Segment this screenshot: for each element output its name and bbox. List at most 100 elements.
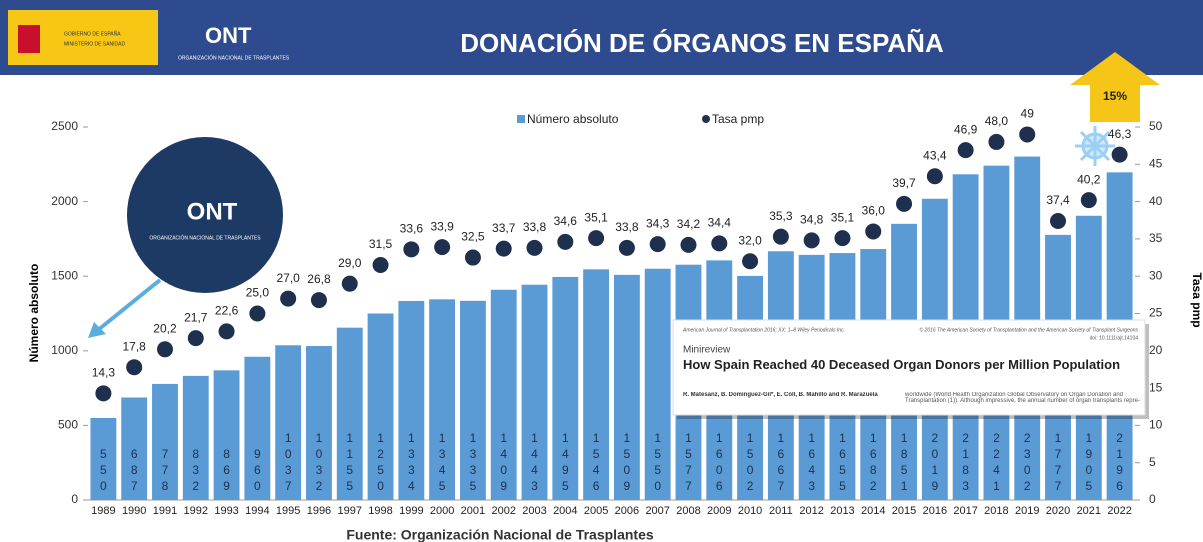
dot-value-label: 35,1 bbox=[584, 210, 608, 224]
x-tick-label: 1998 bbox=[368, 505, 392, 517]
dot-value-label: 17,8 bbox=[123, 339, 147, 353]
y2-tick-label: 20 bbox=[1149, 343, 1163, 357]
dot bbox=[834, 230, 850, 246]
x-tick-label: 1991 bbox=[153, 505, 177, 517]
x-tick-label: 2008 bbox=[676, 505, 700, 517]
dot-value-label: 33,8 bbox=[615, 220, 639, 234]
dot bbox=[619, 240, 635, 256]
dot-value-label: 22,6 bbox=[215, 304, 239, 318]
x-tick-label: 1995 bbox=[276, 505, 300, 517]
virus-icon bbox=[1075, 126, 1115, 166]
x-tick-label: 1999 bbox=[399, 505, 423, 517]
dot bbox=[527, 240, 543, 256]
dot bbox=[927, 168, 943, 184]
x-tick-label: 1993 bbox=[214, 505, 238, 517]
dot-value-label: 33,9 bbox=[430, 219, 454, 233]
dot bbox=[188, 330, 204, 346]
y2-tick-label: 40 bbox=[1149, 194, 1163, 208]
x-tick-label: 2019 bbox=[1015, 505, 1039, 517]
x-tick-label: 2012 bbox=[799, 505, 823, 517]
coat-of-arms bbox=[18, 25, 40, 53]
badge-sub: ORGANIZACIÓN NACIONAL DE TRASPLANTES bbox=[149, 234, 261, 241]
dot-value-label: 34,8 bbox=[800, 213, 824, 227]
x-tick-label: 2003 bbox=[522, 505, 546, 517]
dot bbox=[373, 257, 389, 273]
dot bbox=[773, 229, 789, 245]
x-tick-label: 2020 bbox=[1046, 505, 1070, 517]
dot bbox=[280, 291, 296, 307]
x-tick-label: 1996 bbox=[307, 505, 331, 517]
y2-tick-label: 35 bbox=[1149, 231, 1163, 245]
y-axis-label: Número absoluto bbox=[27, 264, 41, 363]
x-tick-label: 2022 bbox=[1107, 505, 1131, 517]
x-tick-label: 2004 bbox=[553, 505, 577, 517]
dot bbox=[465, 250, 481, 266]
dot-value-label: 26,8 bbox=[307, 272, 331, 286]
inset-authors: R. Matesanz, B. Domínguez-Gil*, E. Coll,… bbox=[683, 392, 893, 398]
dot bbox=[1112, 147, 1128, 163]
bar-value-label: 960 bbox=[254, 447, 261, 493]
y2-axis-label: Tasa pmp bbox=[1190, 272, 1203, 327]
dot-value-label: 33,6 bbox=[400, 222, 424, 236]
dot-value-label: 34,3 bbox=[646, 216, 670, 230]
dot-value-label: 14,3 bbox=[92, 365, 116, 379]
inset-excerpt: worldwide (World Health Organization Glo… bbox=[905, 392, 1140, 404]
dot bbox=[434, 239, 450, 255]
x-tick-label: 2021 bbox=[1077, 505, 1101, 517]
badge-logo: ONT bbox=[187, 198, 238, 225]
dot-value-label: 27,0 bbox=[276, 271, 300, 285]
dot-value-label: 43,4 bbox=[923, 148, 947, 162]
inset-kind: Minireview bbox=[683, 345, 731, 356]
y2-tick-label: 0 bbox=[1149, 492, 1156, 506]
x-tick-label: 1990 bbox=[122, 505, 146, 517]
dot bbox=[496, 241, 512, 257]
gov-text: MINISTERIO DE SANIDAD bbox=[64, 41, 126, 47]
inset-excerpt-box: worldwide (World Health Organization Glo… bbox=[905, 392, 1140, 412]
paper-inset: American Journal of Transplantation 2016… bbox=[673, 320, 1149, 419]
x-tick-label: 2006 bbox=[615, 505, 639, 517]
gov-text: GOBIERNO DE ESPAÑA bbox=[64, 30, 121, 37]
dot-value-label: 39,7 bbox=[892, 176, 916, 190]
x-tick-label: 1992 bbox=[184, 505, 208, 517]
x-tick-label: 2005 bbox=[584, 505, 608, 517]
dot-value-label: 33,8 bbox=[523, 220, 547, 234]
inset-journal: American Journal of Transplantation 2016… bbox=[682, 327, 845, 333]
dot-value-label: 46,9 bbox=[954, 122, 978, 136]
inset-title-box: How Spain Reached 40 Deceased Organ Dono… bbox=[683, 358, 1123, 392]
y-tick-label: 2000 bbox=[51, 194, 78, 208]
x-tick-label: 1989 bbox=[91, 505, 115, 517]
dot-value-label: 35,1 bbox=[831, 210, 855, 224]
x-tick-label: 2015 bbox=[892, 505, 916, 517]
badge-arrow bbox=[98, 280, 160, 330]
dot bbox=[988, 134, 1004, 150]
x-tick-label: 1997 bbox=[338, 505, 362, 517]
inset-doi: doi: 10.1111/ajt.14104 bbox=[1090, 335, 1139, 341]
legend-swatch bbox=[702, 115, 710, 123]
inset-title: How Spain Reached 40 Deceased Organ Dono… bbox=[683, 358, 1123, 371]
dot bbox=[680, 237, 696, 253]
dot-value-label: 29,0 bbox=[338, 256, 362, 270]
y2-tick-label: 25 bbox=[1149, 306, 1163, 320]
dot bbox=[557, 234, 573, 250]
dot bbox=[865, 223, 881, 239]
dot-value-label: 35,3 bbox=[769, 209, 793, 223]
dot bbox=[249, 306, 265, 322]
x-tick-label: 2000 bbox=[430, 505, 454, 517]
x-tick-label: 1994 bbox=[245, 505, 269, 517]
y-tick-label: 1000 bbox=[51, 343, 78, 357]
dot bbox=[1081, 192, 1097, 208]
source: Fuente: Organización Nacional de Traspla… bbox=[346, 527, 654, 542]
page-title: DONACIÓN DE ÓRGANOS EN ESPAÑA bbox=[460, 28, 944, 58]
x-tick-label: 2018 bbox=[984, 505, 1008, 517]
y2-tick-label: 5 bbox=[1149, 455, 1156, 469]
dot-value-label: 32,5 bbox=[461, 230, 485, 244]
dot bbox=[157, 341, 173, 357]
legend-label: Tasa pmp bbox=[712, 112, 764, 126]
x-tick-label: 2017 bbox=[953, 505, 977, 517]
y-tick-label: 1500 bbox=[51, 268, 78, 282]
x-tick-label: 2001 bbox=[461, 505, 485, 517]
legend-swatch bbox=[517, 115, 525, 123]
